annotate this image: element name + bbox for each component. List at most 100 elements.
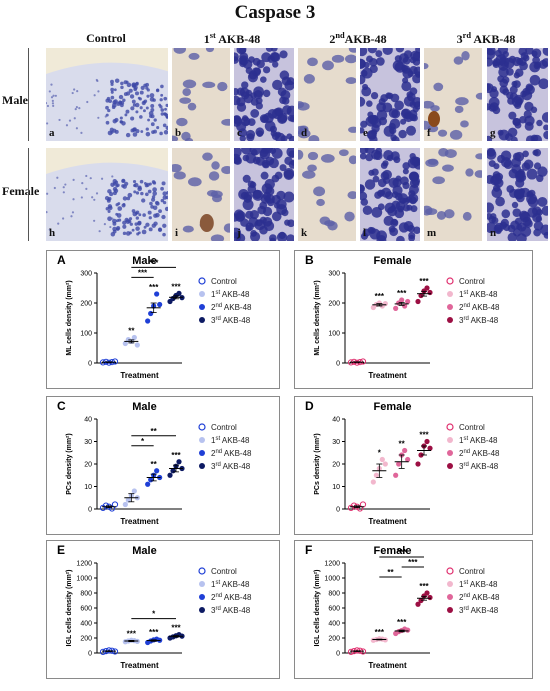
nucleus	[46, 104, 50, 108]
nucleus	[161, 214, 166, 220]
nucleus	[361, 86, 372, 97]
nucleus	[50, 96, 54, 99]
chart-panel: C Male 0 10 20 30 40 Treatment PCs density (mm²)…	[46, 396, 280, 535]
nucleus	[543, 130, 548, 140]
nucleus	[239, 87, 250, 98]
chart-panel: F Female 0 200 400 600 800 1000 1200 Treatment IGL…	[294, 540, 533, 679]
nucleus	[136, 232, 140, 236]
nucleus	[205, 48, 215, 53]
legend-marker	[447, 317, 453, 323]
nucleus	[147, 118, 150, 122]
nucleus	[407, 224, 415, 233]
nucleus	[259, 216, 267, 224]
legend-label: 1st AKB-48	[459, 436, 498, 445]
nucleus	[143, 181, 147, 185]
y-tick-label: 20	[332, 462, 340, 469]
nucleus	[93, 198, 96, 201]
nucleus	[256, 59, 265, 69]
nucleus	[76, 89, 79, 93]
nucleus	[137, 221, 142, 226]
nucleus	[401, 81, 412, 92]
nucleus	[402, 181, 410, 190]
nucleus	[135, 102, 140, 108]
nucleus	[360, 232, 369, 240]
nucleus	[73, 117, 76, 120]
nucleus	[173, 171, 186, 180]
nucleus	[109, 225, 112, 229]
y-axis-label: ML cells density (mm²)	[66, 280, 73, 355]
nucleus	[362, 205, 373, 215]
nucleus	[123, 92, 128, 97]
legend-label: 3rd AKB-48	[459, 606, 499, 615]
nucleus	[105, 120, 110, 125]
nucleus	[541, 205, 548, 216]
nucleus	[379, 189, 386, 196]
data-point	[427, 289, 433, 296]
nucleus	[288, 150, 294, 158]
nucleus	[124, 217, 129, 223]
data-point	[424, 438, 430, 445]
nucleus	[160, 186, 164, 191]
nucleus	[287, 115, 294, 122]
nucleus	[95, 192, 99, 195]
panel-letter: A	[57, 253, 66, 267]
nucleus	[160, 93, 164, 97]
nucleus	[135, 226, 140, 231]
nucleus	[58, 118, 61, 122]
nucleus	[488, 160, 496, 168]
nucleus	[499, 54, 506, 61]
nucleus	[444, 149, 457, 158]
nucleus	[400, 118, 407, 125]
nucleus	[131, 228, 135, 232]
nucleus	[286, 234, 294, 241]
nucleus	[283, 191, 294, 203]
data-point	[145, 481, 151, 487]
nucleus	[454, 105, 464, 114]
nucleus	[376, 102, 387, 113]
legend-label: 3rd AKB-48	[211, 316, 251, 325]
nucleus	[62, 191, 65, 194]
micrograph-tile: m	[424, 148, 482, 241]
legend-marker	[447, 437, 453, 443]
nucleus	[245, 152, 257, 164]
nucleus	[48, 228, 51, 231]
nucleus	[542, 48, 548, 56]
nucleus	[487, 83, 491, 91]
nucleus	[513, 188, 524, 199]
data-point	[145, 318, 151, 324]
nucleus	[494, 227, 502, 235]
legend-marker	[447, 607, 453, 613]
nucleus	[93, 94, 96, 97]
micrograph-image	[360, 148, 420, 241]
nucleus	[154, 200, 159, 205]
nucleus	[265, 186, 275, 196]
nucleus	[497, 154, 506, 164]
y-tick-label: 40	[332, 417, 340, 424]
nucleus	[113, 88, 117, 92]
nucleus	[514, 171, 523, 180]
y-tick-label: 800	[80, 591, 92, 598]
nucleus	[319, 216, 331, 225]
nucleus	[442, 164, 454, 172]
nucleus	[407, 92, 416, 102]
nucleus	[152, 191, 158, 196]
chart-svg: C Male 0 10 20 30 40 Treatment PCs density (mm²)…	[57, 399, 252, 526]
nucleus	[398, 222, 410, 233]
micrograph-tile: j	[234, 148, 294, 241]
y-tick-label: 0	[336, 507, 340, 514]
nucleus	[288, 135, 294, 141]
chart-svg: D Female 0 10 20 30 40 Treatment PCs density (mm…	[305, 399, 500, 526]
nucleus	[151, 197, 156, 202]
nucleus	[130, 106, 135, 111]
data-point	[427, 445, 433, 451]
nucleus	[150, 122, 155, 127]
nucleus	[119, 120, 123, 124]
nucleus	[274, 171, 283, 180]
nucleus	[515, 178, 525, 188]
nucleus	[221, 165, 230, 175]
nucleus	[515, 68, 524, 77]
data-point	[154, 291, 160, 297]
data-point	[99, 648, 107, 655]
nucleus	[474, 170, 482, 178]
chart-title: Female	[374, 401, 412, 413]
